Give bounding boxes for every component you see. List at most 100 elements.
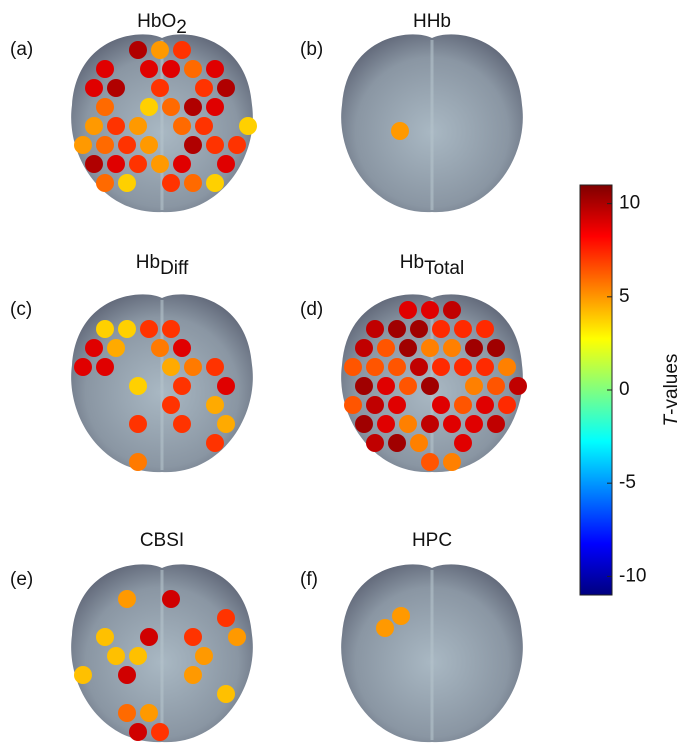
channel-dot [509, 377, 527, 395]
channel-dot [151, 41, 169, 59]
channel-dot [355, 377, 373, 395]
channel-dot [96, 60, 114, 78]
channel-dot [432, 320, 450, 338]
channel-dot [195, 647, 213, 665]
channel-dot [399, 415, 417, 433]
tick-label: 10 [619, 193, 640, 214]
channel-dot [388, 320, 406, 338]
channel-dot [162, 60, 180, 78]
channel-dot [129, 117, 147, 135]
channel-dot [228, 628, 246, 646]
channel-dot [421, 453, 439, 471]
colorbar-label: T-values [661, 354, 682, 427]
channel-dot [140, 136, 158, 154]
channel-dot [162, 590, 180, 608]
channel-dot [421, 415, 439, 433]
channel-dot [228, 136, 246, 154]
channel-dot [443, 339, 461, 357]
channel-dot [162, 396, 180, 414]
channel-dot [184, 98, 202, 116]
title-text: HPC [412, 530, 452, 551]
panel-title: HbTotal [400, 252, 464, 279]
panel-label: (d) [300, 299, 323, 320]
channel-dot [129, 377, 147, 395]
channel-dot [129, 723, 147, 741]
channel-dot [151, 155, 169, 173]
panel-title: HbO2 [137, 11, 187, 38]
channel-dot [173, 377, 191, 395]
channel-dot [487, 415, 505, 433]
channel-dot [85, 117, 103, 135]
channel-dot [476, 358, 494, 376]
channel-dot [162, 174, 180, 192]
channel-dot [85, 79, 103, 97]
panel-title: HHb [413, 11, 451, 32]
channel-dot [443, 415, 461, 433]
channel-dot [432, 358, 450, 376]
channel-dot [162, 320, 180, 338]
channel-dot [465, 415, 483, 433]
label-text: -values [661, 354, 682, 415]
channel-dot [173, 415, 191, 433]
channel-dot [399, 301, 417, 319]
channel-dot [195, 79, 213, 97]
channel-dot [239, 117, 257, 135]
channel-dot [487, 339, 505, 357]
channel-dot [162, 98, 180, 116]
channel-dot [118, 174, 136, 192]
channel-dot [376, 619, 394, 637]
panel-title: CBSI [140, 530, 184, 551]
channel-dot [107, 117, 125, 135]
channel-dot [410, 320, 428, 338]
channel-dot [173, 41, 191, 59]
channel-dot [217, 79, 235, 97]
channel-dot [96, 320, 114, 338]
channel-dot [206, 434, 224, 452]
panel-label: (c) [10, 299, 32, 320]
tick-label: 5 [619, 286, 630, 307]
channel-dot [96, 628, 114, 646]
channel-dot [217, 155, 235, 173]
channel-dot [498, 396, 516, 414]
title-text: Hb [136, 252, 160, 273]
channel-dot [151, 723, 169, 741]
channel-dot [392, 607, 410, 625]
tick-label: 0 [619, 379, 630, 400]
channel-dot [173, 155, 191, 173]
brain-panel [71, 564, 253, 743]
channel-dot [140, 320, 158, 338]
tick-label: -10 [619, 565, 646, 586]
channel-dot [432, 396, 450, 414]
channel-dot [366, 320, 384, 338]
channel-dot [96, 358, 114, 376]
brain-panel [341, 294, 527, 473]
channel-dot [443, 301, 461, 319]
channel-dot [107, 155, 125, 173]
panel-title: HPC [412, 530, 452, 551]
brain-panel [71, 294, 253, 473]
channel-dot [399, 339, 417, 357]
channel-dot [118, 704, 136, 722]
channel-dot [366, 434, 384, 452]
channel-dot [344, 396, 362, 414]
channel-dot [388, 358, 406, 376]
panel-title: HbDiff [136, 252, 189, 279]
channel-dot [217, 685, 235, 703]
channel-dot [129, 41, 147, 59]
channel-dot [184, 136, 202, 154]
channel-dot [377, 339, 395, 357]
brain-panel [341, 564, 523, 743]
channel-dot [96, 98, 114, 116]
title-text: HbO [137, 11, 176, 32]
channel-dot [454, 358, 472, 376]
brain-panel [71, 34, 257, 213]
channel-dot [217, 415, 235, 433]
channel-dot [85, 339, 103, 357]
channel-dot [107, 647, 125, 665]
channel-dot [465, 339, 483, 357]
channel-dot [377, 377, 395, 395]
channel-dot [118, 666, 136, 684]
channel-dot [184, 60, 202, 78]
channel-dot [96, 136, 114, 154]
